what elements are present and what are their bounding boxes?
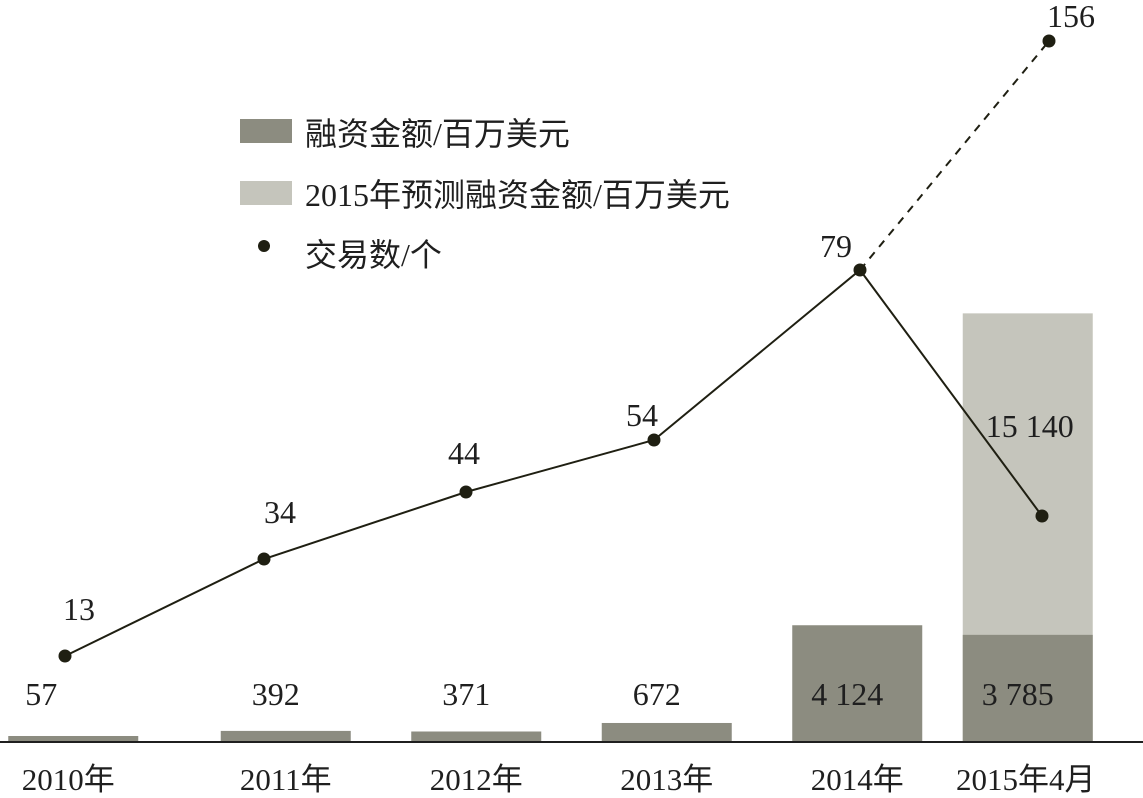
x-tick-label-5: 2015年4月 [956,762,1096,797]
x-tick-label-1: 2011年 [240,762,332,797]
bar-funding-5 [962,634,1093,742]
deals-point-0 [58,649,72,663]
bar-funding-4 [792,625,923,742]
deals-point-2 [459,485,473,499]
legend-label-funding: 融资金额/百万美元 [305,116,570,152]
deals-label-2: 44 [448,435,480,471]
x-tick-label-3: 2013年 [620,762,713,797]
bar-label-funding-0: 57 [25,676,57,712]
x-tick-label-2: 2012年 [430,762,523,797]
deals-label-3: 54 [626,397,658,433]
bar-label-funding-3: 672 [633,676,681,712]
bars-layer [8,313,1093,742]
line-layer [58,34,1056,663]
legend-marker-deals [258,240,270,252]
legend-swatch-forecast [240,181,292,205]
deals-line-projection [859,40,1050,271]
bar-label-forecast-5: 15 140 [986,408,1074,444]
bar-label-funding-2: 371 [442,676,490,712]
deals-label-1: 34 [264,494,296,530]
bar-funding-3 [601,722,732,742]
legend-swatch-funding [240,119,292,143]
legend-label-forecast: 2015年预测融资金额/百万美元 [305,177,730,213]
deals-line [64,268,1043,657]
labels-layer: 57 392 371 672 4 124 3 785 15 140 13 34 44 54 79 156 [25,0,1095,712]
deals-label-4: 79 [820,228,852,264]
bar-funding-1 [220,730,351,742]
x-tick-label-0: 2010年 [22,762,115,797]
legend-label-deals: 交易数/个 [305,237,442,273]
deals-point-secondary [1035,509,1049,523]
deals-point-4 [853,263,867,277]
bar-label-funding-1: 392 [252,676,300,712]
deals-label-5: 156 [1047,0,1095,34]
bar-label-funding-4: 4 124 [811,676,883,712]
bar-funding-0 [8,736,139,742]
deals-point-3 [647,433,661,447]
bar-label-funding-5: 3 785 [982,676,1054,712]
deals-point-5 [1042,34,1056,48]
x-axis-ticks: 2010年 2011年 2012年 2013年 2014年 2015年4月 [22,762,1096,797]
bar-funding-2 [411,731,542,742]
legend: 融资金额/百万美元 2015年预测融资金额/百万美元 交易数/个 [240,116,730,273]
x-tick-label-4: 2014年 [811,762,904,797]
deals-label-0: 13 [63,591,95,627]
deals-point-1 [257,552,271,566]
